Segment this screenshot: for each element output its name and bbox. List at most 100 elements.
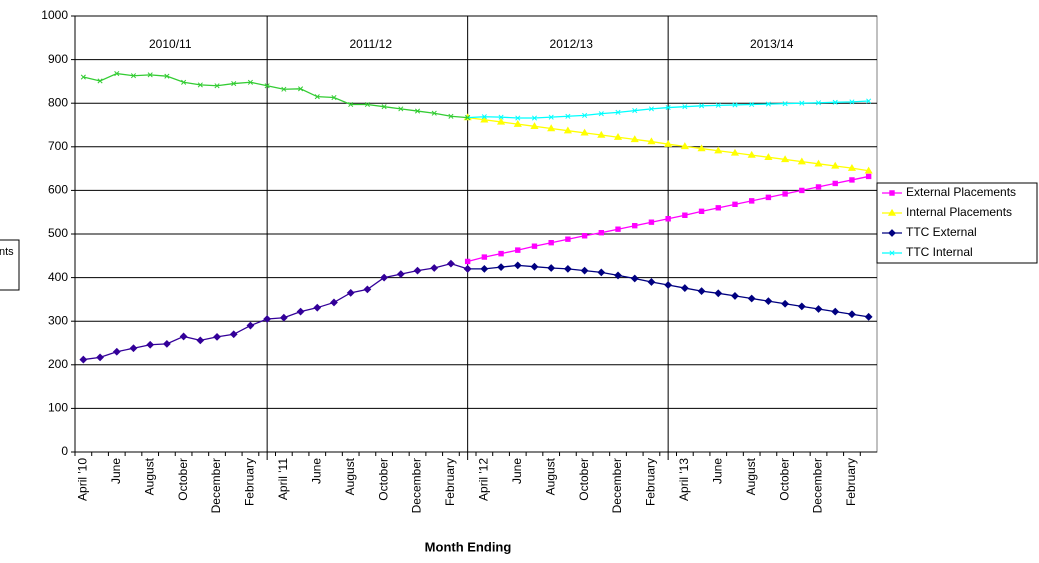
legend-marker [889,190,895,196]
data-point [814,159,823,167]
data-point [782,191,788,197]
data-point [732,102,738,108]
data-point [413,266,422,275]
data-point [598,229,605,236]
data-point [714,146,723,154]
data-point [530,262,539,271]
data-point [730,148,740,156]
data-point [797,302,806,311]
data-point [298,86,304,92]
x-tick-label: December [209,458,223,513]
data-point [864,166,873,174]
data-point [781,299,790,308]
data-point [865,173,872,180]
x-tick-label: October [376,458,390,501]
data-point [147,72,153,78]
data-point [381,104,387,110]
x-axis-title: Month Ending [425,539,512,554]
data-point [97,78,103,84]
series-line [83,72,468,119]
x-tick-label: June [710,458,724,484]
data-point [797,157,806,165]
data-point [814,305,823,313]
x-tick-label: August [744,457,758,495]
legend-box [876,182,1038,264]
data-point [847,163,857,171]
data-point [162,339,171,348]
x-tick-label: December [811,458,825,513]
data-point [330,298,338,307]
data-point [747,150,756,158]
data-point [213,332,221,341]
data-point [114,70,120,77]
y-tick-label: 600 [48,183,68,197]
data-point [481,254,488,260]
data-point [565,113,571,119]
data-point [431,110,437,116]
data-point [848,310,856,319]
y-tick-label: 400 [48,270,68,284]
data-point [281,86,287,92]
period-label: 2011/12 [350,37,393,51]
data-point [96,353,104,362]
data-point [314,94,320,100]
data-point [264,83,270,89]
data-point [565,236,571,242]
y-tick-label: 800 [48,95,68,109]
data-point [747,294,756,303]
y-tick-label: 700 [48,139,68,153]
data-point [613,133,623,140]
period-label: 2012/13 [550,37,594,51]
data-point [665,105,671,111]
data-point [498,114,504,120]
data-point [682,104,688,110]
data-point [831,161,840,169]
data-point [464,258,471,265]
data-point [714,289,723,298]
legend-label: External Placements [906,185,1016,199]
data-point [380,273,389,282]
data-point [348,101,354,108]
data-point [364,101,370,108]
data-point [715,205,721,211]
data-point [513,261,522,270]
data-point [749,101,755,108]
y-tick-label: 900 [48,52,68,66]
period-label: 2010/11 [149,37,192,51]
data-point [346,288,355,297]
legend-marker [888,229,896,237]
data-point [597,130,606,138]
data-point [630,274,639,283]
data-point [581,233,588,239]
data-point [831,307,840,316]
data-point [664,140,673,147]
data-point [497,263,505,272]
data-point [832,99,838,105]
data-point [782,101,788,107]
data-point [630,135,639,143]
data-point [396,270,405,279]
data-point [231,81,237,87]
x-tick-label: October [777,458,791,501]
data-point [146,340,155,349]
data-point [531,243,538,249]
data-point [448,113,454,119]
data-point [799,187,805,194]
legend-fragment: nts [0,246,14,258]
data-point [181,79,187,85]
data-point [715,102,721,108]
x-tick-label: December [410,458,424,513]
data-point [463,264,472,273]
data-point [197,82,203,88]
data-point [732,201,738,208]
data-point [229,330,238,339]
data-point [398,106,404,112]
data-point [496,117,506,125]
data-point [597,268,606,277]
data-point [179,332,188,341]
data-point [765,101,771,107]
data-point [748,198,755,204]
data-point [699,103,705,109]
data-point [632,108,638,114]
